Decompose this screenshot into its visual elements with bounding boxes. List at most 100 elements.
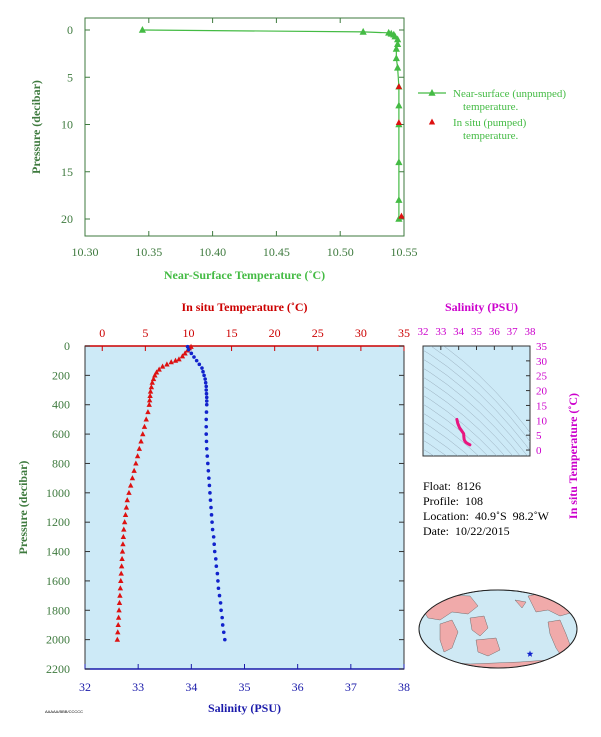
salinity-point — [209, 513, 214, 517]
salinity-point — [210, 520, 214, 524]
salinity-point — [212, 549, 217, 554]
salinity-point — [202, 373, 206, 378]
density-contour — [423, 358, 528, 456]
temperature-tick-label: 0 — [99, 326, 105, 340]
pressure-axis-label: Pressure (decibar) — [16, 461, 30, 555]
salinity-point — [204, 410, 209, 414]
temperature-point — [121, 519, 128, 525]
legend-label-near-surface: Near-surface (unpumped) — [453, 88, 566, 100]
temperature-point — [118, 577, 124, 584]
temperature-point — [140, 431, 146, 437]
density-contour — [423, 385, 506, 456]
density-contour — [423, 439, 447, 456]
salinity-point — [215, 571, 220, 576]
ts-x-tick-label: 37 — [507, 326, 519, 338]
ts-x-tick-label: 38 — [525, 326, 537, 338]
temperature-point — [159, 363, 166, 369]
salinity-point — [204, 432, 209, 436]
salinity-point — [204, 439, 209, 444]
temperature-tick-label: 10 — [182, 326, 194, 340]
salinity-tick-label: 37 — [345, 680, 357, 694]
ts-y-tick-label: 0 — [536, 445, 542, 457]
near-surface-point — [395, 101, 403, 109]
near-surface-x-tick-label: 10.55 — [391, 245, 418, 259]
land-mass — [475, 637, 501, 657]
pressure-tick-label: 1600 — [46, 574, 70, 588]
density-contour — [423, 376, 514, 456]
pressure-tick-label: 1000 — [46, 486, 70, 500]
near-surface-y-tick-label: 5 — [67, 70, 73, 84]
density-contour — [423, 403, 489, 456]
salinity-tick-label: 38 — [398, 680, 410, 694]
density-contour — [423, 421, 470, 456]
salinity-point — [192, 355, 196, 359]
salinity-point — [204, 391, 209, 396]
salinity-point — [204, 399, 209, 403]
ts-y-tick-label: 30 — [536, 356, 548, 368]
pressure-tick-label: 2200 — [46, 662, 70, 676]
salinity-point — [219, 608, 223, 613]
salinity-point — [204, 395, 209, 400]
salinity-point — [223, 637, 227, 642]
salinity-tick-label: 32 — [79, 680, 91, 694]
temperature-point — [145, 409, 151, 415]
salinity-tick-label: 33 — [132, 680, 144, 694]
temperature-point — [115, 629, 121, 635]
float-number: Float: 8126 — [423, 479, 482, 493]
temperature-point — [164, 361, 170, 367]
pressure-tick-label: 800 — [52, 456, 70, 470]
temperature-point — [138, 438, 144, 444]
salinity-point — [186, 347, 191, 352]
salinity-point — [197, 362, 202, 367]
salinity-point — [200, 366, 204, 370]
temperature-point — [123, 504, 130, 510]
salinity-point — [217, 593, 222, 598]
ts-x-axis-label: Salinity (PSU) — [445, 300, 518, 314]
legend-label-in-situ: In situ (pumped) — [453, 117, 527, 129]
salinity-tick-label: 35 — [239, 680, 251, 694]
temperature-axis-label: In situ Temperature (˚C) — [181, 300, 307, 314]
salinity-point — [205, 454, 210, 458]
ts-x-tick-label: 36 — [489, 326, 501, 338]
ts-y-axis-label: In situ Temperature (˚C) — [566, 393, 580, 519]
pressure-tick-label: 2000 — [46, 633, 70, 647]
float-location-star-icon — [526, 650, 534, 657]
temperature-point — [115, 614, 122, 620]
temperature-point — [146, 397, 153, 403]
ts-y-tick-label: 5 — [536, 430, 542, 442]
salinity-point — [207, 476, 211, 480]
near-surface-point — [394, 35, 402, 43]
temperature-tick-label: 15 — [226, 326, 238, 340]
salinity-point — [189, 351, 194, 356]
temperature-point — [118, 563, 125, 569]
temperature-tick-label: 5 — [142, 326, 148, 340]
land-mass — [514, 599, 527, 609]
temperature-point — [136, 445, 143, 451]
salinity-point — [204, 402, 209, 407]
map-border — [418, 589, 578, 669]
in-situ-point — [395, 119, 403, 126]
float-info: Float: 8126 Profile: 108 Location: 40.9˚… — [423, 479, 549, 539]
temperature-point — [124, 497, 130, 503]
temperature-point — [182, 350, 188, 356]
near-surface-x-tick-label: 10.35 — [135, 245, 162, 259]
near-surface-x-tick-label: 10.45 — [263, 245, 290, 259]
salinity-point — [204, 384, 209, 389]
near-surface-point — [394, 40, 402, 47]
salinity-point — [203, 380, 208, 385]
salinity-point — [211, 535, 216, 539]
salinity-point — [204, 388, 209, 392]
pressure-tick-label: 1200 — [46, 515, 70, 529]
temperature-point — [119, 555, 125, 561]
salinity-point — [208, 498, 213, 502]
legend-marker-in-situ — [428, 118, 436, 125]
near-surface-y-tick-label: 10 — [61, 118, 73, 132]
temperature-tick-label: 30 — [355, 326, 367, 340]
near-surface-y-tick-label: 0 — [67, 23, 73, 37]
salinity-tick-label: 34 — [185, 680, 197, 694]
near-surface-y-tick-label: 15 — [61, 165, 73, 179]
temperature-point — [134, 453, 141, 459]
temperature-point — [156, 366, 162, 372]
in-situ-point — [398, 212, 405, 219]
